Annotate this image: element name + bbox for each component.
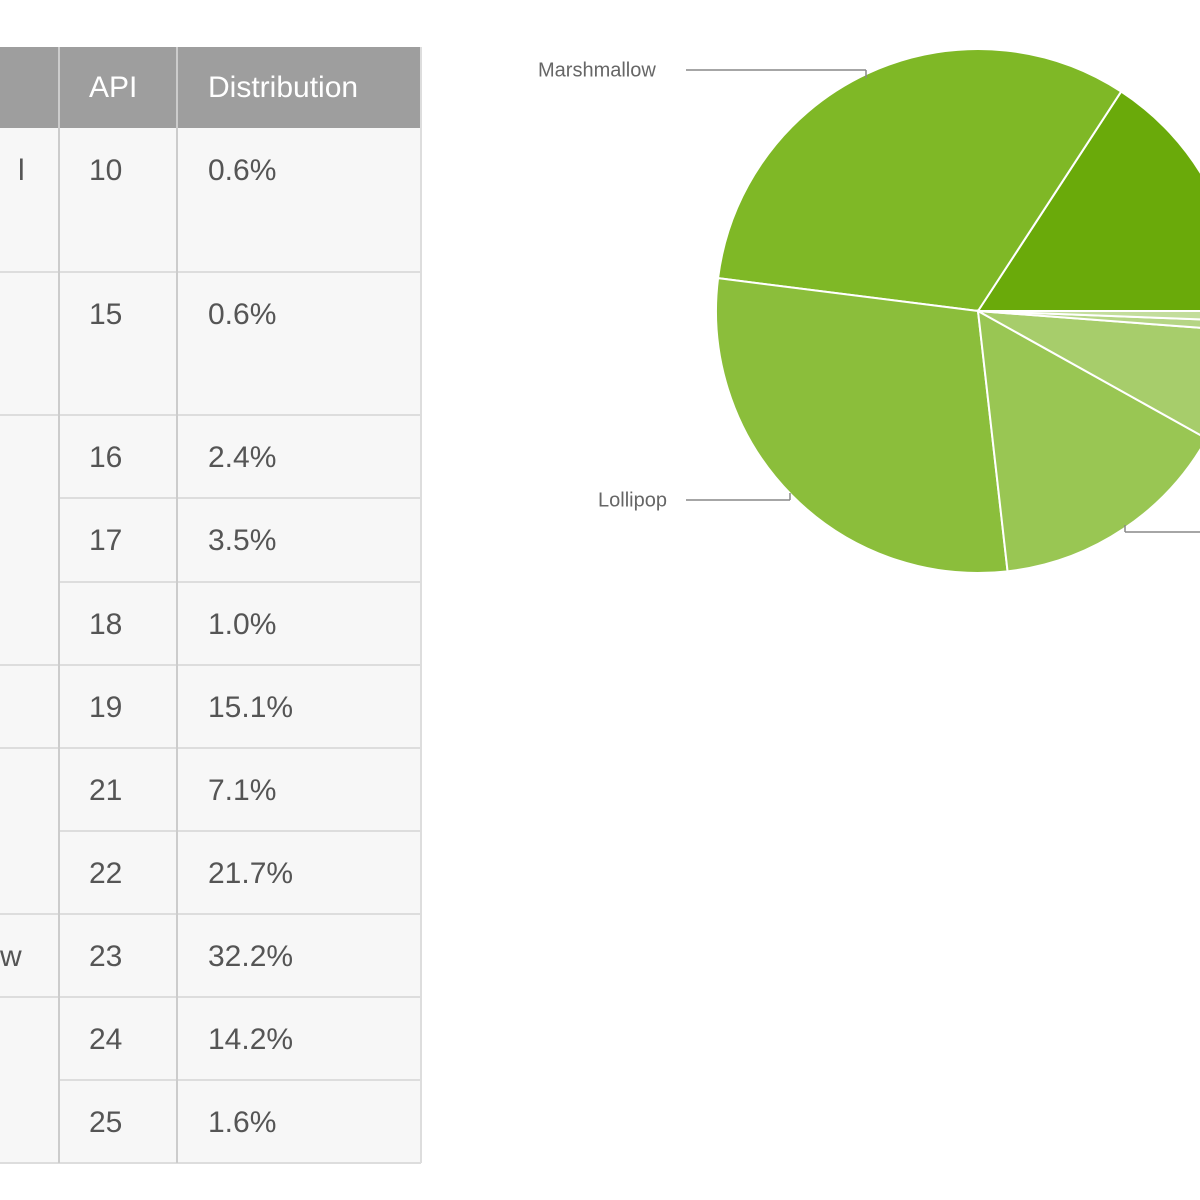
table-cell: 19: [89, 691, 122, 724]
table-cell: 14.2%: [208, 1023, 293, 1056]
pie-slice: [715, 277, 1009, 574]
table-header: [0, 47, 421, 128]
table-cell: 17: [89, 524, 122, 557]
table-cell: 1.0%: [208, 608, 276, 641]
table-cell: 1.6%: [208, 1106, 276, 1139]
pie-slice: [977, 310, 1200, 329]
table-cell: 22: [89, 857, 122, 890]
table-cell: 0.6%: [208, 154, 276, 187]
table-cell: 0.6%: [208, 298, 276, 331]
pie-slice: [976, 90, 1200, 312]
table-cell: 10: [89, 154, 122, 187]
table-body: [0, 128, 421, 1163]
table-cell: 24: [89, 1023, 122, 1056]
table-cell: 21: [89, 774, 122, 807]
slice-label: Marshmallow: [538, 59, 656, 81]
table-cell: 25: [89, 1106, 122, 1139]
table-cell: 21.7%: [208, 857, 293, 890]
pie-slice: [976, 309, 1200, 573]
table-cell: 7.1%: [208, 774, 276, 807]
table-cell: 15.1%: [208, 691, 293, 724]
table-cell: 16: [89, 441, 122, 474]
pie-slice: [716, 48, 1123, 313]
table-cell: 32.2%: [208, 940, 293, 973]
table-cell: 23: [89, 940, 122, 973]
table-cell: w: [0, 940, 22, 973]
table-cell: 3.5%: [208, 524, 276, 557]
table-cell: 2.4%: [208, 441, 276, 474]
pie-slice: [977, 310, 1200, 437]
table-cell: 18: [89, 608, 122, 641]
table-cell: 15: [89, 298, 122, 331]
header-cell: API: [89, 71, 137, 104]
table-cell: l: [18, 154, 25, 187]
pie-slice: [977, 310, 1200, 321]
header-cell: Distribution: [208, 71, 358, 104]
slice-label: Lollipop: [598, 489, 667, 511]
